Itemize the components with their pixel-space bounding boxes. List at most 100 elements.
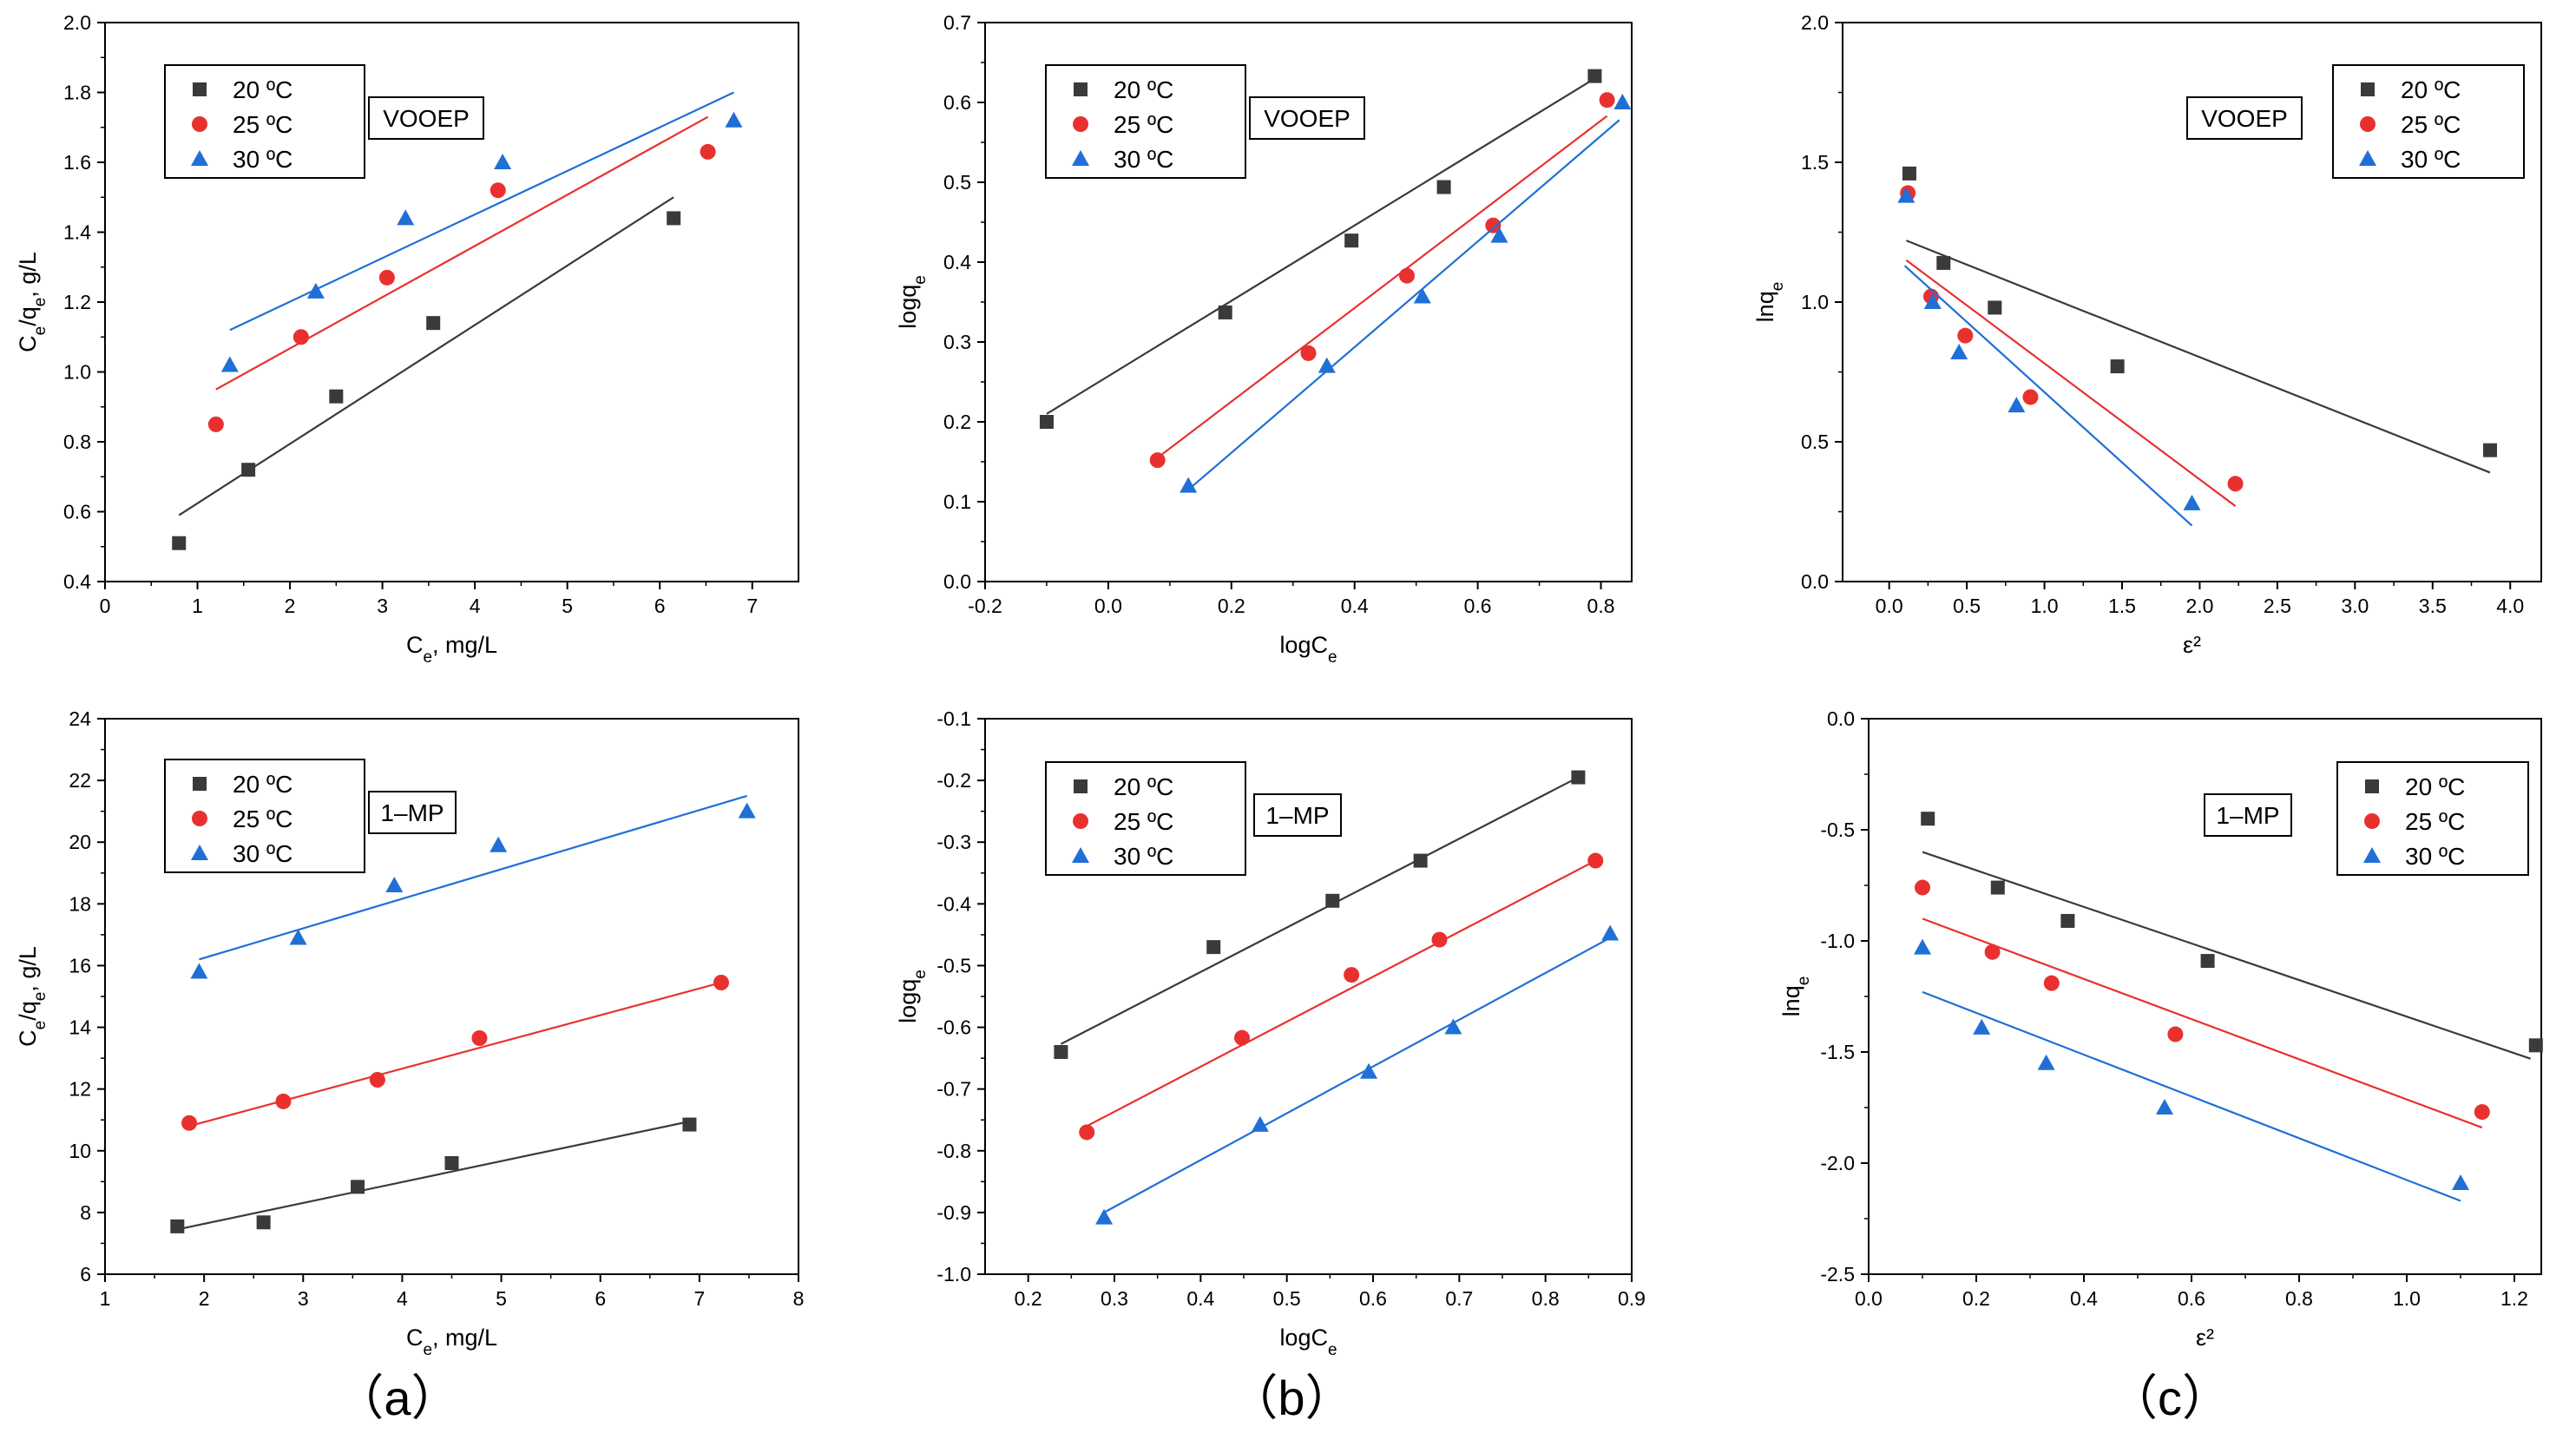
y-tick-label: 0.3 bbox=[943, 331, 971, 353]
sample-tag-box bbox=[368, 96, 484, 140]
y-tick-label: -0.4 bbox=[936, 892, 971, 915]
data-point bbox=[1318, 357, 1336, 373]
sample-tag-box bbox=[1253, 793, 1342, 837]
x-tick-label: 0.8 bbox=[1532, 1287, 1560, 1310]
data-point bbox=[2200, 954, 2215, 969]
data-point bbox=[490, 182, 506, 199]
data-point bbox=[713, 975, 729, 990]
y-tick-label: 1.0 bbox=[1801, 291, 1829, 313]
legend-marker bbox=[2360, 116, 2376, 132]
legend-label: 30 ºC bbox=[1114, 843, 1173, 870]
fit-line-20C bbox=[1922, 851, 2531, 1060]
legend-label: 20 ºC bbox=[233, 771, 292, 798]
x-axis-title: Ce, mg/L bbox=[406, 632, 497, 667]
data-point bbox=[2183, 494, 2201, 510]
data-point bbox=[378, 269, 395, 286]
y-tick-label: 10 bbox=[69, 1140, 91, 1162]
y-tick-label: 0.6 bbox=[943, 91, 971, 114]
y-tick-label: 0.0 bbox=[1801, 570, 1829, 593]
data-point bbox=[2156, 1099, 2173, 1115]
data-point bbox=[1490, 227, 1508, 243]
legend-label: 25 ºC bbox=[1114, 111, 1173, 138]
x-tick-label: 1 bbox=[100, 1287, 111, 1310]
data-point bbox=[490, 836, 508, 852]
data-point bbox=[682, 1117, 697, 1132]
sample-tag-label: VOOEP bbox=[383, 105, 470, 132]
sample-tag-box bbox=[2186, 96, 2303, 140]
y-tick-label: -0.6 bbox=[936, 1016, 971, 1039]
sample-tag-label: 1–MP bbox=[2216, 802, 2279, 829]
sample-tag-box bbox=[368, 791, 457, 834]
data-point bbox=[1613, 94, 1632, 109]
y-tick-label: 2.0 bbox=[1801, 11, 1829, 34]
data-point bbox=[1990, 880, 2005, 895]
legend-label: 25 ºC bbox=[2405, 808, 2465, 835]
data-point bbox=[2060, 913, 2075, 928]
data-point bbox=[426, 316, 441, 331]
x-tick-label: 3 bbox=[377, 595, 388, 617]
x-tick-label: 3.0 bbox=[2341, 595, 2369, 617]
data-point bbox=[292, 329, 309, 345]
y-axis-title: Ce/qe, g/L bbox=[15, 252, 49, 352]
data-point bbox=[1984, 944, 2001, 960]
legend-label: 30 ºC bbox=[2401, 146, 2461, 173]
data-point bbox=[1897, 187, 1916, 203]
y-tick-label: -2.0 bbox=[1820, 1152, 1855, 1174]
y-tick-label: -0.3 bbox=[936, 831, 971, 853]
data-point bbox=[444, 1156, 459, 1170]
y-tick-label: 6 bbox=[80, 1263, 91, 1285]
fit-line-30C bbox=[1103, 937, 1611, 1213]
legend-marker bbox=[1072, 847, 1089, 863]
x-tick-label: 0.6 bbox=[1359, 1287, 1387, 1310]
x-tick-label: 7 bbox=[693, 1287, 705, 1310]
x-tick-label: -0.2 bbox=[968, 595, 1002, 617]
data-point bbox=[306, 282, 325, 299]
y-tick-label: 0.7 bbox=[943, 11, 971, 34]
y-tick-label: -0.5 bbox=[1820, 819, 1855, 841]
x-tick-label: 0.0 bbox=[1855, 1287, 1883, 1310]
y-tick-label: 1.0 bbox=[63, 361, 91, 384]
data-point bbox=[256, 1215, 271, 1230]
fit-line-30C bbox=[1187, 119, 1620, 491]
data-point bbox=[190, 963, 208, 979]
data-point bbox=[1234, 1029, 1251, 1046]
y-axis-title: Ce/qe, g/L bbox=[15, 946, 49, 1047]
panel-label-b: （b） bbox=[1229, 1371, 1353, 1425]
legend-marker bbox=[2359, 150, 2376, 166]
x-tick-label: 0.7 bbox=[1445, 1287, 1473, 1310]
y-tick-label: 0.2 bbox=[943, 411, 971, 433]
x-tick-label: 0.5 bbox=[1273, 1287, 1301, 1310]
data-point bbox=[1300, 345, 1317, 361]
x-tick-label: 2.5 bbox=[2264, 595, 2291, 617]
legend-marker bbox=[1074, 779, 1088, 793]
data-point bbox=[2167, 1026, 2184, 1042]
data-point bbox=[1601, 924, 1620, 941]
data-point bbox=[1218, 305, 1232, 319]
data-point bbox=[725, 111, 743, 128]
x-tick-label: 0.4 bbox=[1341, 595, 1369, 617]
y-tick-label: 24 bbox=[69, 707, 91, 730]
x-tick-label: 0.8 bbox=[1587, 595, 1615, 617]
y-axis-title: lnqe bbox=[1752, 282, 1787, 323]
x-tick-label: 0.5 bbox=[1953, 595, 1981, 617]
x-tick-label: 0.2 bbox=[1015, 1287, 1042, 1310]
x-tick-label: 3.5 bbox=[2419, 595, 2447, 617]
fit-line-30C bbox=[199, 794, 747, 961]
data-point bbox=[1054, 1045, 1068, 1059]
legend-label: 20 ºC bbox=[1114, 773, 1173, 800]
sample-tag-box bbox=[1249, 96, 1365, 140]
data-point bbox=[1095, 1208, 1114, 1225]
data-point bbox=[1436, 180, 1451, 194]
x-tick-label: 0.6 bbox=[2178, 1287, 2205, 1310]
data-point bbox=[2452, 1174, 2469, 1191]
fit-line-20C bbox=[1060, 776, 1579, 1045]
legend-label: 20 ºC bbox=[2401, 76, 2461, 103]
y-tick-label: 20 bbox=[69, 831, 91, 853]
data-point bbox=[1950, 343, 1968, 359]
data-point bbox=[1413, 853, 1428, 868]
x-tick-label: 0.6 bbox=[1464, 595, 1492, 617]
legend-label: 20 ºC bbox=[1114, 76, 1173, 103]
y-tick-label: 0.6 bbox=[63, 501, 91, 523]
data-point bbox=[2008, 397, 2026, 413]
chart-panel-c: 0.0 0.5 1.0 1.5 2.0 2.5 3.0 3.5 4.0 0.0 0.5 1.0 1.5 2… bbox=[1752, 11, 2542, 658]
